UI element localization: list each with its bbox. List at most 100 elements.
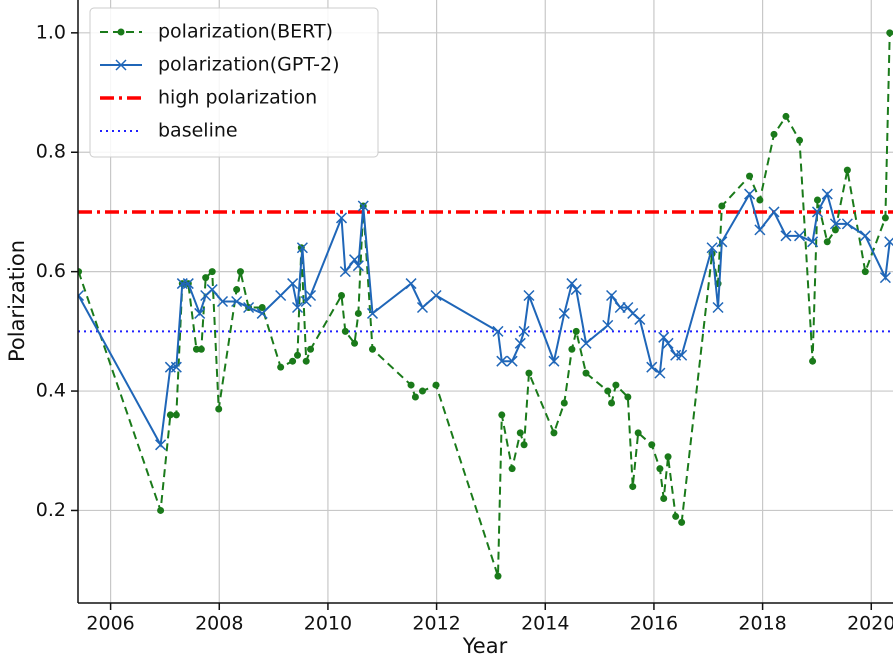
point [305, 289, 317, 302]
point [794, 230, 806, 242]
point [843, 166, 851, 174]
point [780, 230, 792, 242]
point [602, 319, 614, 331]
point [770, 130, 778, 138]
point [194, 307, 206, 319]
point [357, 200, 369, 212]
point [78, 268, 83, 276]
point [498, 411, 506, 419]
point [706, 242, 718, 254]
point [208, 268, 216, 276]
point [580, 337, 592, 349]
point [881, 214, 889, 222]
point [654, 367, 666, 379]
legend-label: high polarization [158, 87, 317, 109]
point [192, 345, 200, 353]
point [341, 327, 349, 335]
point [570, 284, 582, 296]
point [494, 572, 502, 580]
point [744, 188, 756, 200]
point [811, 206, 824, 218]
point [712, 301, 724, 314]
point [155, 439, 167, 451]
point [886, 29, 893, 37]
x-tick-label: 2020 [847, 613, 893, 635]
point [352, 260, 364, 272]
point [411, 393, 419, 401]
point [604, 387, 612, 395]
point [525, 369, 533, 377]
point [572, 327, 580, 335]
point [516, 429, 524, 437]
point [664, 453, 672, 461]
legend-label: polarization(GPT-2) [158, 54, 340, 76]
point [756, 196, 764, 204]
point [646, 361, 658, 373]
point [754, 224, 766, 236]
point [809, 357, 817, 365]
point [275, 289, 287, 302]
plot-area [78, 29, 893, 580]
y-tick-label: 0.4 [36, 380, 66, 402]
point [258, 303, 266, 311]
point [233, 286, 241, 294]
point [206, 284, 218, 296]
x-axis-label: Year [462, 634, 508, 658]
point [166, 411, 174, 419]
point [296, 242, 308, 254]
x-tick-label: 2018 [738, 613, 786, 635]
point [648, 441, 656, 449]
point [354, 309, 362, 317]
point [216, 295, 229, 308]
legend-box [89, 7, 379, 158]
legend-marker [117, 28, 125, 36]
point [782, 112, 790, 120]
point [335, 212, 348, 224]
point [550, 429, 558, 437]
point [627, 307, 639, 319]
point [884, 236, 893, 248]
legend-label: polarization(BERT) [158, 21, 333, 43]
point [202, 274, 210, 282]
point [624, 393, 632, 401]
point [813, 196, 821, 204]
point [492, 325, 504, 337]
axes: 2006 2008 2010 2012 2014 2016 2018 2020 0.2 0.4 0.… [36, 0, 893, 635]
point [520, 441, 528, 449]
legend-marker [115, 59, 127, 71]
point [508, 465, 516, 473]
point [496, 355, 508, 367]
point [558, 307, 570, 319]
point [606, 289, 618, 302]
point [231, 295, 243, 308]
point [861, 268, 869, 276]
point [796, 136, 804, 144]
point [243, 301, 255, 314]
point [879, 272, 891, 284]
point [582, 369, 590, 377]
point [518, 325, 530, 337]
point [841, 218, 853, 230]
legend-label: baseline [158, 120, 238, 142]
x-tick-label: 2010 [304, 613, 352, 635]
point [658, 331, 670, 343]
x-tick-label: 2006 [86, 613, 134, 635]
point [172, 411, 180, 419]
series-line [78, 191, 891, 448]
x-tick-label: 2008 [195, 613, 243, 635]
point [432, 381, 440, 389]
point [302, 357, 310, 365]
point [339, 266, 351, 278]
point [634, 429, 642, 437]
point [291, 301, 304, 314]
series-line [78, 32, 891, 577]
point [831, 226, 839, 234]
point [157, 506, 165, 514]
y-tick-label: 1.0 [36, 21, 66, 43]
point [823, 238, 831, 246]
point [829, 218, 841, 230]
point [236, 268, 244, 276]
point [368, 345, 376, 353]
point [662, 337, 674, 349]
